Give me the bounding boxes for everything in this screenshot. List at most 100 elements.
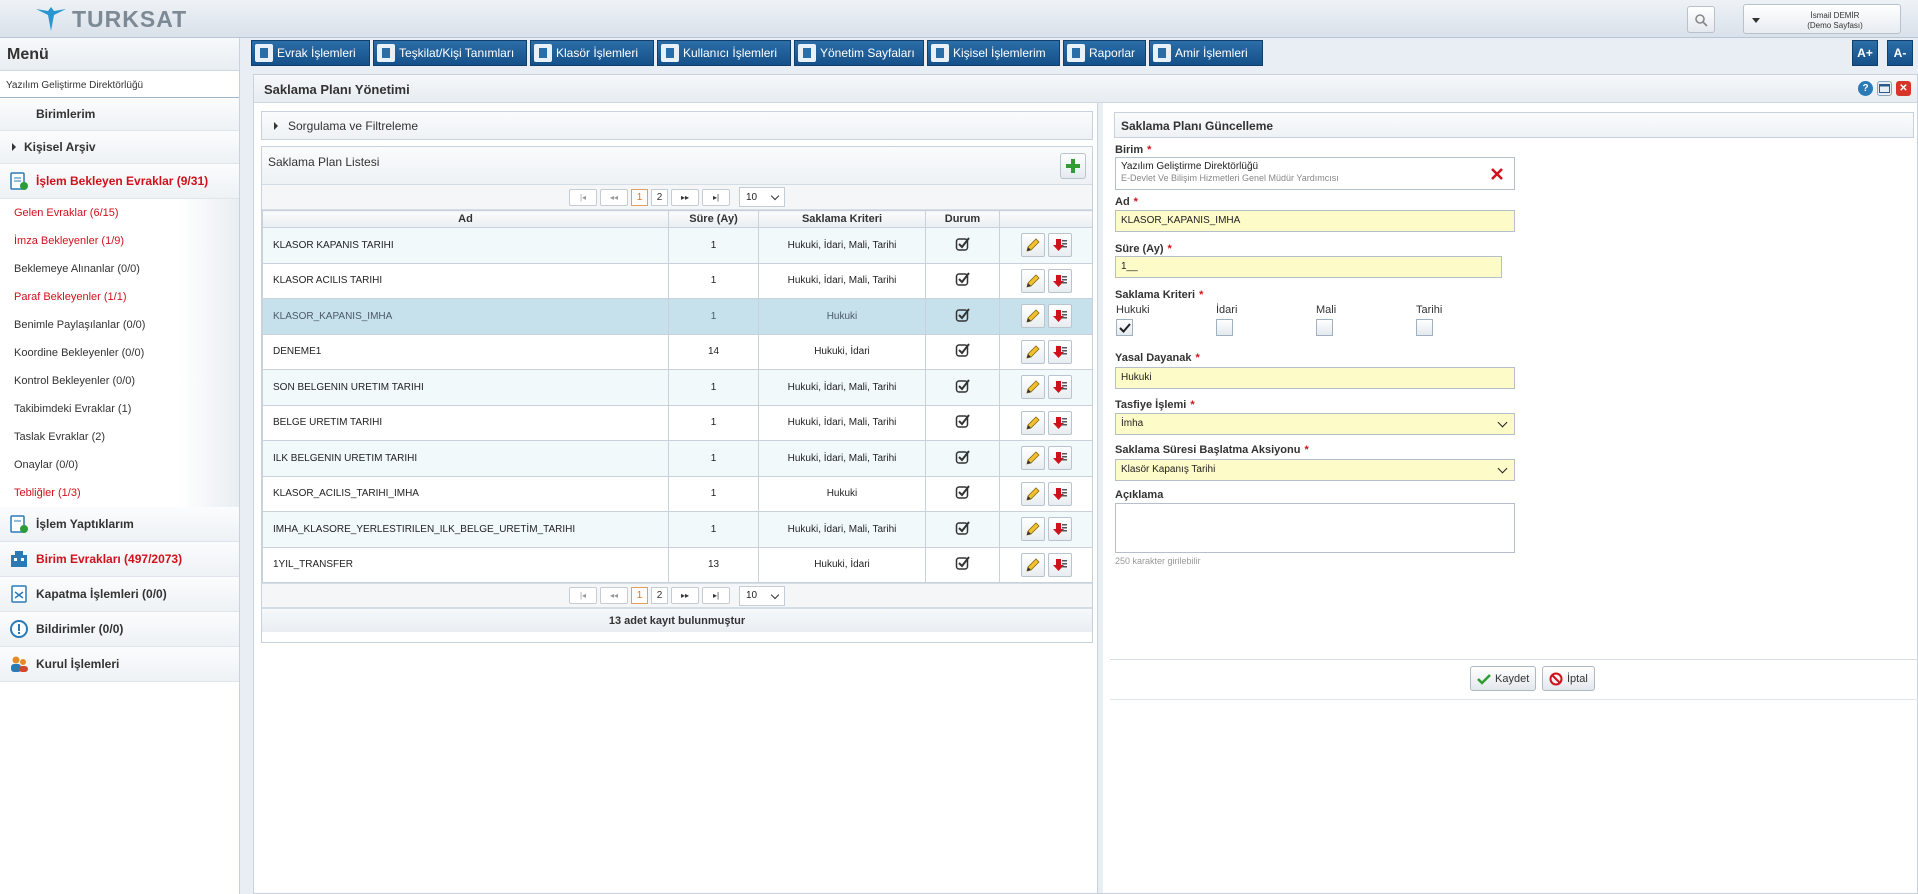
delete-button[interactable] xyxy=(1047,304,1072,329)
table-row[interactable]: 1YIL_TRANSFER 13 Hukuki, İdari xyxy=(262,546,1093,583)
menu-folder[interactable]: Klasör İşlemleri xyxy=(530,40,654,66)
sidebar-item-kapatma[interactable]: Kapatma İşlemleri (0/0) xyxy=(0,577,239,612)
cell-ad: KLASOR_KAPANIS_IMHA xyxy=(262,298,669,335)
edit-button[interactable] xyxy=(1020,233,1045,258)
edit-button[interactable] xyxy=(1020,339,1045,364)
page-size-select[interactable]: 10 xyxy=(739,585,785,606)
plan-table: Ad Süre (Ay) Saklama Kriteri Durum KLASOR K… xyxy=(262,210,1093,583)
page-number-button[interactable]: 1 xyxy=(631,587,648,604)
pager-last-button[interactable]: ▸| xyxy=(702,188,730,206)
kriter-checkbox[interactable] xyxy=(1116,319,1133,336)
pager-prev-button[interactable]: ◂◂ xyxy=(600,587,628,604)
add-button[interactable] xyxy=(1060,153,1086,179)
table-row[interactable]: KLASOR_ACILIS_TARIHI_IMHA 1 Hukuki xyxy=(262,475,1093,512)
delete-button[interactable] xyxy=(1047,517,1072,542)
delete-button[interactable] xyxy=(1047,339,1072,364)
cell-sure: 1 xyxy=(668,440,759,477)
menu-user[interactable]: Kullanıcı İşlemleri xyxy=(657,40,791,66)
tasfiye-select[interactable]: İmha xyxy=(1115,413,1515,435)
birim-field[interactable]: Yazılım Geliştirme Direktörlüğü E-Devlet… xyxy=(1115,157,1515,190)
table-row[interactable]: KLASOR KAPANIS TARIHI 1 Hukuki, İdari, Mal… xyxy=(262,227,1093,264)
save-button[interactable]: Kaydet xyxy=(1470,666,1537,691)
table-row[interactable]: KLASOR ACILIS TARIHI 1 Hukuki, İdari, Mali… xyxy=(262,262,1093,299)
kriter-checkbox[interactable] xyxy=(1316,319,1333,336)
menu-manager[interactable]: Amir İşlemleri xyxy=(1149,40,1263,66)
delete-button[interactable] xyxy=(1047,410,1072,435)
edit-button[interactable] xyxy=(1020,410,1045,435)
sidebar-subitem[interactable]: Onaylar (0/0) xyxy=(0,451,239,479)
ad-input[interactable]: KLASOR_KAPANIS_IMHA xyxy=(1115,210,1515,232)
pager-last-button[interactable]: ▸| xyxy=(702,587,730,604)
delete-button[interactable] xyxy=(1047,481,1072,506)
sidebar-subitem[interactable]: Tebliğler (1/3) xyxy=(0,479,239,507)
sidebar-subitem[interactable]: İmza Bekleyenler (1/9) xyxy=(0,227,239,255)
sidebar-item-kurul[interactable]: Kurul İşlemleri xyxy=(0,647,239,682)
help-icon[interactable]: ? xyxy=(1858,81,1873,96)
delete-button[interactable] xyxy=(1047,446,1072,471)
sidebar-subitem[interactable]: Beklemeye Alınanlar (0/0) xyxy=(0,255,239,283)
sidebar-item-bildirimler[interactable]: Bildirimler (0/0) xyxy=(0,612,239,647)
table-row[interactable]: BELGE URETIM TARIHI 1 Hukuki, İdari, Mali,… xyxy=(262,404,1093,441)
edit-button[interactable] xyxy=(1020,517,1045,542)
menu-report[interactable]: Raporlar xyxy=(1063,40,1146,66)
menu-admin[interactable]: Yönetim Sayfaları xyxy=(794,40,924,66)
close-icon[interactable]: ✕ xyxy=(1896,81,1911,96)
sure-input[interactable]: 1__ xyxy=(1115,256,1502,278)
menu-org-chart[interactable]: Teşkilat/Kişi Tanımları xyxy=(373,40,527,66)
edit-button[interactable] xyxy=(1020,481,1045,506)
pager-first-button[interactable]: |◂ xyxy=(569,188,597,206)
delete-button[interactable] xyxy=(1047,268,1072,293)
page-number-button[interactable]: 1 xyxy=(631,188,648,206)
turksat-logo-icon xyxy=(36,7,66,31)
pager-first-button[interactable]: |◂ xyxy=(569,587,597,604)
pager-next-button[interactable]: ▸▸ xyxy=(671,587,699,604)
edit-button[interactable] xyxy=(1020,375,1045,400)
kriter-checkbox[interactable] xyxy=(1416,319,1433,336)
edit-button[interactable] xyxy=(1020,304,1045,329)
sidebar-subitem[interactable]: Benimle Paylaşılanlar (0/0) xyxy=(0,311,239,339)
sidebar-item-birimlerim[interactable]: Birimlerim xyxy=(0,98,239,131)
delete-button[interactable] xyxy=(1047,233,1072,258)
window-icon[interactable] xyxy=(1877,81,1892,96)
aksiyon-select[interactable]: Klasör Kapanış Tarihi xyxy=(1115,459,1515,481)
table-row[interactable]: ILK BELGENIN URETIM TARIHI 1 Hukuki, İdari… xyxy=(262,440,1093,477)
sidebar-subitem[interactable]: Paraf Bekleyenler (1/1) xyxy=(0,283,239,311)
page-number-button[interactable]: 2 xyxy=(651,188,668,206)
table-row[interactable]: KLASOR_KAPANIS_IMHA 1 Hukuki xyxy=(262,298,1093,335)
edit-button[interactable] xyxy=(1020,552,1045,577)
kriter-checkbox[interactable] xyxy=(1216,319,1233,336)
sidebar-item-birim-evraklari[interactable]: Birim Evrakları (497/2073) xyxy=(0,542,239,577)
cancel-button[interactable]: İptal xyxy=(1542,666,1595,691)
menu-personal[interactable]: Kişisel İşlemlerim xyxy=(927,40,1060,66)
clear-icon[interactable] xyxy=(1490,167,1504,181)
font-increase-button[interactable]: A+ xyxy=(1852,40,1878,66)
table-row[interactable]: DENEME1 14 Hukuki, İdari xyxy=(262,333,1093,370)
delete-button[interactable] xyxy=(1047,375,1072,400)
menu-document[interactable]: Evrak İşlemleri xyxy=(251,40,370,66)
sidebar-subitem[interactable]: Gelen Evraklar (6/15) xyxy=(0,199,239,227)
filter-toggle[interactable]: Sorgulama ve Filtreleme xyxy=(261,111,1093,140)
sidebar-subitem[interactable]: Koordine Bekleyenler (0/0) xyxy=(0,339,239,367)
pager-next-button[interactable]: ▸▸ xyxy=(671,188,699,206)
active-check-icon xyxy=(955,378,971,394)
sidebar-item-islem-yaptiklarim[interactable]: İşlem Yaptıklarım xyxy=(0,507,239,542)
sidebar-subitem[interactable]: Takibimdeki Evraklar (1) xyxy=(0,395,239,423)
cell-kriter: Hukuki xyxy=(758,298,926,335)
aciklama-textarea[interactable] xyxy=(1115,503,1515,553)
edit-button[interactable] xyxy=(1020,446,1045,471)
page-number-button[interactable]: 2 xyxy=(651,587,668,604)
edit-button[interactable] xyxy=(1020,268,1045,293)
table-row[interactable]: IMHA_KLASORE_YERLESTIRILEN_ILK_BELGE_URE… xyxy=(262,511,1093,548)
pager-prev-button[interactable]: ◂◂ xyxy=(600,188,628,206)
font-decrease-button[interactable]: A- xyxy=(1887,40,1913,66)
sidebar-item-kisisel-arsiv[interactable]: Kişisel Arşiv xyxy=(0,131,239,164)
sidebar-subitem[interactable]: Taslak Evraklar (2) xyxy=(0,423,239,451)
sidebar-subitem[interactable]: Kontrol Bekleyenler (0/0) xyxy=(0,367,239,395)
table-row[interactable]: SON BELGENIN URETIM TARIHI 1 Hukuki, İdari… xyxy=(262,369,1093,406)
search-button[interactable] xyxy=(1687,6,1715,33)
delete-button[interactable] xyxy=(1047,552,1072,577)
sidebar-item-bekleyen-evraklar[interactable]: İşlem Bekleyen Evraklar (9/31) xyxy=(0,164,239,199)
yasal-input[interactable]: Hukuki xyxy=(1115,367,1515,389)
user-menu[interactable]: İsmail DEMİR (Demo Sayfası) xyxy=(1743,4,1901,34)
page-size-select[interactable]: 10 xyxy=(739,187,785,207)
